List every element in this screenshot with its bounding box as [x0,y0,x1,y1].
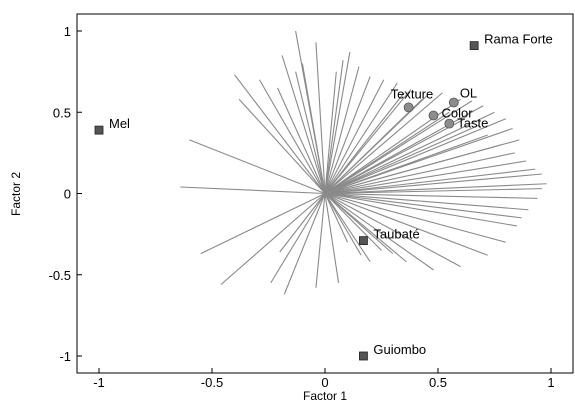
consumer-vector [295,71,326,194]
consumer-vector [324,192,488,256]
consumer-vector [324,188,542,195]
consumer-vector [324,118,466,194]
consumer-vector [324,193,340,283]
consumer-vector [324,193,461,268]
consumer-vector [324,60,344,194]
consumer-vector [324,160,527,195]
consumer-vector [324,71,337,194]
point-label: Texture [391,86,434,101]
x-tick-label: -0.5 [201,375,223,390]
y-tick-label: -1 [59,349,71,364]
consumer-vector [324,168,536,195]
point-label: Taste [457,116,488,131]
consumer-vector [200,193,326,255]
consumer-vector [324,173,543,195]
consumer-vector [234,74,326,194]
point-label: Rama Forte [484,32,553,47]
consumer-vector [180,186,326,195]
y-tick-label: 0.5 [53,105,71,120]
consumer-vector [324,192,506,243]
consumer-vector [324,92,443,194]
axis-ticks: -1 -0.5 0 0.5 1 1 0.5 0 -0.5 -1 [49,24,555,390]
sample-point [94,125,104,135]
consumer-vector [220,193,326,285]
consumer-vector [324,98,423,194]
consumer-vector [324,193,382,251]
point-label: Mel [109,116,130,131]
consumer-vector [189,139,326,195]
consumer-vector [281,55,326,194]
consumer-vector [324,82,398,194]
y-axis-title: Factor 2 [9,172,23,216]
consumer-vector [324,79,385,194]
consumer-vector [238,98,326,194]
x-tick-label: -1 [93,375,105,390]
consumer-vector [324,111,495,194]
y-tick-label: 1 [64,24,71,39]
x-tick-label: 0 [321,375,328,390]
consumer-vector [324,193,394,255]
consumer-vector [324,124,479,195]
consumer-vector [301,63,326,194]
consumer-vector [324,134,488,195]
data-points: Rama Forte Mel Taubaté Guiombo Texture OL Colo… [94,32,553,361]
consumer-vectors [180,30,547,295]
attribute-point [444,118,455,129]
consumer-vector [324,66,360,194]
consumer-vector [324,111,450,194]
consumer-vector [279,193,326,253]
sample-point [359,236,368,246]
point-label: Guiombo [373,342,426,357]
x-tick-label: 1 [547,375,554,390]
consumer-vector [324,92,405,194]
point-label: Color [441,106,473,121]
consumer-vector [324,76,371,194]
sample-point [359,351,368,361]
sample-point [469,41,479,51]
consumer-vector [324,192,518,227]
x-tick-label: 0.5 [429,375,447,390]
x-axis-title: Factor 1 [303,389,347,403]
consumer-vector [324,192,538,199]
consumer-vector [277,87,326,194]
consumer-vector [315,42,326,194]
consumer-vector [258,79,326,194]
attribute-point [448,97,459,108]
attribute-point [428,110,439,121]
consumer-vector [324,193,371,263]
point-label: OL [460,86,477,101]
consumer-vector [324,52,351,194]
consumer-vector [315,193,326,288]
consumer-vector [324,89,412,194]
consumer-vector [270,193,326,284]
consumer-vector [324,118,507,195]
consumer-vector [324,152,515,195]
consumer-vector [324,193,349,243]
point-label: Taubaté [373,227,419,242]
consumer-vector [324,183,547,195]
consumer-vector [324,192,529,211]
y-tick-label: 0 [64,187,71,202]
consumer-vector [324,192,522,219]
y-tick-label: -0.5 [49,268,71,283]
consumer-vector [324,144,502,195]
consumer-vector [283,193,326,295]
attribute-point [403,102,414,113]
consumer-vector [324,193,362,256]
consumer-vector [324,193,434,271]
